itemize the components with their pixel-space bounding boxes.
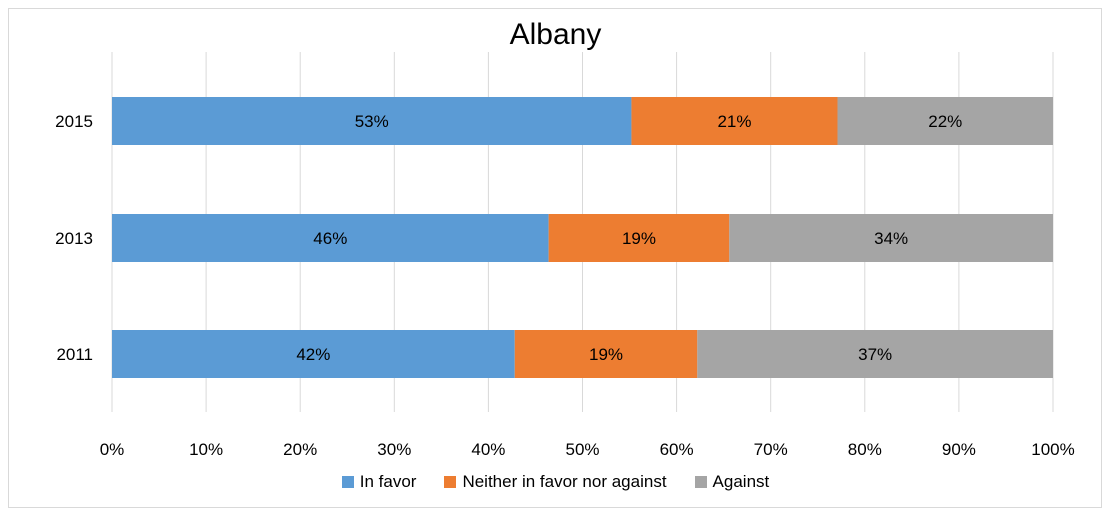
category-label: 2015 [55,112,93,131]
x-tick-label: 30% [377,440,411,459]
chart-legend: In favor Neither in favor nor against Agai… [0,472,1111,492]
x-tick-label: 90% [942,440,976,459]
x-tick-label: 50% [565,440,599,459]
category-label: 2011 [56,345,93,364]
data-label: 37% [858,345,892,364]
x-tick-label: 80% [848,440,882,459]
legend-swatch [341,476,354,488]
bar-segment [514,330,698,378]
legend-swatch [444,476,457,488]
x-tick-label: 100% [1031,440,1074,459]
x-tick-label: 0% [100,440,125,459]
data-label: 46% [313,229,347,248]
bar-segment [112,330,515,378]
data-label: 22% [928,112,962,131]
legend-swatch [694,476,707,488]
data-label: 53% [355,112,389,131]
data-label: 34% [874,229,908,248]
x-tick-label: 70% [754,440,788,459]
bar-segment [112,97,632,145]
x-tick-label: 40% [471,440,505,459]
data-label: 42% [296,345,330,364]
bar-segment [548,214,730,262]
x-tick-label: 10% [189,440,223,459]
legend-item: Against [694,472,770,492]
legend-label: Neither in favor nor against [462,472,667,491]
x-tick-label: 60% [660,440,694,459]
bar-segment [631,97,838,145]
legend-item: Neither in favor nor against [444,472,667,492]
data-label: 19% [622,229,656,248]
legend-item: In favor [341,472,417,492]
category-label: 2013 [55,229,93,248]
data-label: 21% [717,112,751,131]
chart-title: Albany [509,18,602,51]
bar-segment [729,214,1053,262]
bar-segment [697,330,1053,378]
x-tick-label: 20% [283,440,317,459]
bar-segment [837,97,1053,145]
data-label: 19% [589,345,623,364]
bar-segment [112,214,549,262]
legend-label: Against [712,472,770,491]
legend-label: In favor [359,472,417,491]
